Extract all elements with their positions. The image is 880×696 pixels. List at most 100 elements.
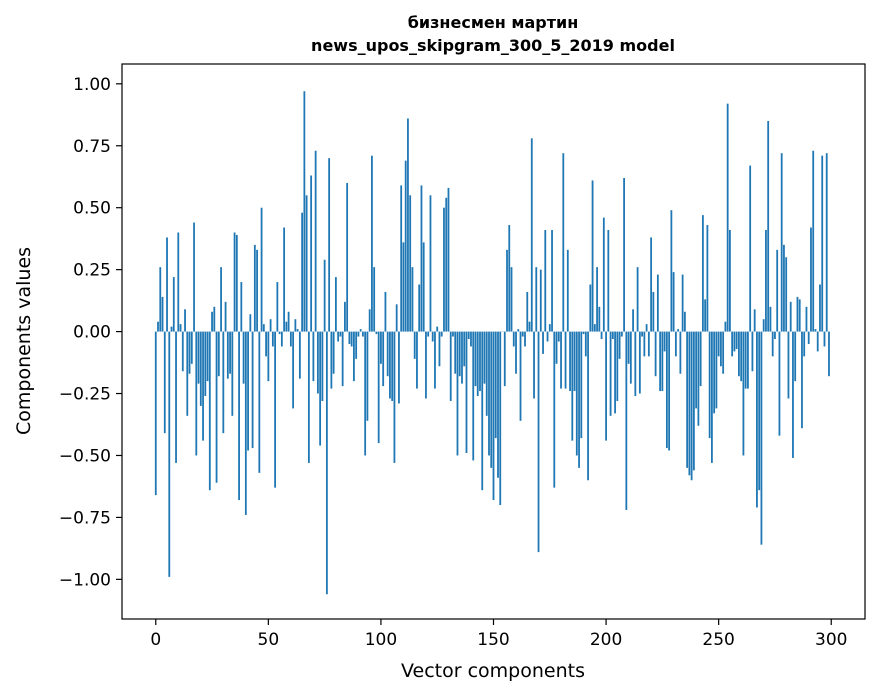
bar-component-3 — [161, 296, 164, 332]
bar-component-247 — [711, 331, 713, 463]
bar-component-206 — [618, 331, 621, 359]
bar-component-272 — [767, 120, 770, 332]
bar-component-265 — [751, 331, 754, 372]
bar-component-254 — [726, 103, 729, 332]
bar-component-8 — [172, 277, 175, 332]
bar-component-96 — [371, 155, 373, 332]
bars-group — [154, 91, 830, 595]
bar-component-250 — [717, 331, 720, 357]
bar-component-269 — [760, 331, 763, 545]
bar-component-223 — [656, 274, 659, 332]
bar-component-264 — [749, 165, 752, 332]
bar-component-105 — [391, 331, 394, 401]
bar-component-261 — [742, 331, 745, 456]
bar-component-193 — [589, 284, 592, 332]
y-tick-label: −0.75 — [59, 508, 111, 528]
bar-component-147 — [485, 331, 488, 416]
bar-component-109 — [400, 185, 403, 332]
bar-component-230 — [672, 272, 675, 332]
bar-component-20 — [199, 331, 202, 406]
bar-component-216 — [641, 331, 643, 337]
bar-component-156 — [506, 249, 508, 332]
bar-component-188 — [578, 331, 580, 468]
bar-component-287 — [801, 331, 803, 429]
bar-component-133 — [454, 331, 457, 374]
bar-component-123 — [431, 331, 434, 342]
bar-component-31 — [224, 301, 227, 332]
bar-component-170 — [537, 331, 540, 553]
bar-component-87 — [350, 331, 353, 347]
bar-component-71 — [314, 150, 317, 332]
bar-component-282 — [789, 301, 792, 332]
bar-component-207 — [620, 331, 623, 337]
bar-component-277 — [778, 331, 781, 436]
bar-component-210 — [627, 331, 630, 364]
bar-component-46 — [258, 331, 261, 473]
bar-component-164 — [524, 331, 526, 347]
y-tick-label: 0.25 — [73, 261, 111, 281]
bar-component-274 — [771, 331, 774, 357]
bar-component-174 — [546, 331, 549, 342]
bar-component-278 — [780, 153, 783, 332]
bar-component-141 — [472, 331, 475, 461]
bar-component-130 — [447, 187, 450, 332]
bar-component-40 — [244, 331, 247, 515]
bar-component-294 — [816, 331, 819, 352]
bar-component-107 — [395, 304, 398, 332]
bar-component-290 — [807, 331, 810, 344]
bar-component-25 — [211, 311, 213, 332]
bar-component-256 — [731, 331, 734, 357]
bar-component-79 — [332, 331, 335, 374]
bar-component-70 — [312, 331, 315, 382]
bar-component-288 — [803, 331, 806, 357]
bar-component-233 — [679, 331, 682, 374]
bar-component-295 — [819, 284, 821, 332]
bar-component-280 — [785, 257, 788, 332]
bar-component-183 — [566, 249, 569, 332]
bar-component-135 — [458, 331, 461, 377]
bar-component-32 — [226, 331, 229, 379]
bar-component-149 — [490, 331, 493, 468]
bar-component-66 — [303, 91, 306, 332]
bar-component-191 — [584, 331, 587, 357]
bar-component-16 — [190, 331, 193, 364]
y-axis-label: Components values — [13, 247, 35, 435]
bar-component-200 — [605, 331, 607, 441]
bar-component-253 — [724, 321, 727, 332]
bar-component-1 — [157, 321, 159, 332]
bar-component-19 — [197, 331, 200, 384]
bar-component-136 — [461, 331, 463, 384]
bar-component-97 — [373, 267, 376, 332]
bar-component-255 — [729, 230, 731, 332]
bar-component-114 — [411, 267, 414, 332]
bar-component-171 — [539, 269, 542, 332]
bar-component-297 — [823, 331, 826, 347]
bar-component-142 — [474, 331, 477, 387]
bar-component-53 — [274, 331, 276, 488]
bar-component-29 — [220, 267, 222, 332]
bar-component-271 — [765, 230, 767, 332]
bar-component-92 — [362, 331, 364, 337]
bar-component-26 — [213, 306, 216, 332]
bar-component-285 — [796, 296, 799, 332]
bar-component-91 — [359, 329, 362, 332]
bar-component-76 — [325, 331, 328, 595]
bar-component-38 — [240, 282, 243, 332]
bar-component-205 — [616, 331, 619, 401]
bar-component-4 — [163, 331, 166, 434]
bar-component-125 — [436, 326, 439, 332]
bar-component-67 — [305, 195, 308, 332]
bar-component-195 — [593, 324, 596, 332]
bar-component-198 — [600, 331, 603, 340]
bar-component-98 — [375, 331, 378, 335]
bar-component-222 — [654, 331, 657, 377]
bar-component-41 — [247, 331, 249, 451]
bar-component-138 — [465, 331, 468, 453]
bar-component-113 — [409, 195, 412, 332]
y-tick-label: 1.00 — [73, 75, 111, 95]
bar-component-298 — [825, 153, 828, 332]
bar-component-85 — [346, 182, 349, 332]
bar-component-162 — [519, 331, 522, 421]
bar-component-56 — [280, 331, 283, 347]
bar-component-33 — [229, 331, 231, 374]
